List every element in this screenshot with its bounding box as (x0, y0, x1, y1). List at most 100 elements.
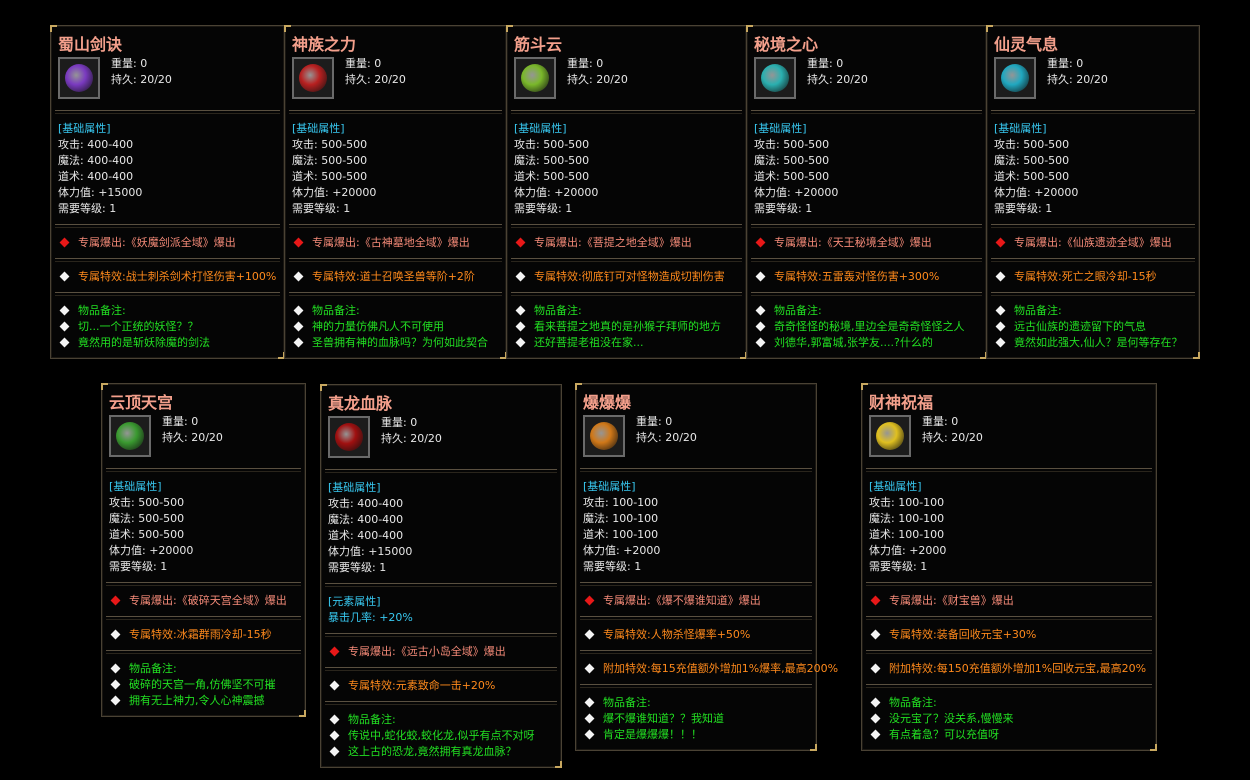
note-line: 还好菩提老祖没在家... (514, 335, 739, 351)
note-text: 奇奇怪怪的秘境,里边全是奇奇怪怪之人 (774, 320, 965, 333)
white-diamond-icon (293, 321, 304, 332)
stat-line: 体力值: +20000 (109, 544, 194, 557)
green-leaf-gem-icon[interactable] (109, 415, 151, 457)
extra-effect-text: 附加特效:每150充值额外增加1%回收元宝,最高20% (889, 662, 1147, 675)
item-notes: 物品备注: 没元宝了？没关系,慢慢来 有点着急？可以充值呀 (862, 688, 1156, 750)
weight-value: 0 (191, 415, 199, 428)
white-diamond-icon (59, 305, 70, 316)
divider (580, 684, 812, 688)
special-effect: 专属特效:装备回收元宝+30% (862, 620, 1156, 650)
white-diamond-icon (584, 697, 595, 708)
weight-line: 重量: 0 (922, 414, 983, 430)
stat-line: 攻击: 500-500 (292, 138, 368, 151)
weight-line: 重量: 0 (111, 56, 172, 72)
durability-label: 持久: (1047, 73, 1077, 86)
red-diamond-icon (870, 595, 881, 606)
weight-label: 重量: (381, 416, 411, 429)
special-effect: 专属特效:战士刺杀剑术打怪伤害+100% (51, 262, 284, 292)
divider (751, 258, 982, 262)
note-text: 还好菩提老祖没在家... (534, 336, 644, 349)
white-diamond-icon (755, 271, 766, 282)
drop-source: 专属爆出:《爆不爆谁知道》爆出 (576, 586, 816, 616)
base-attributes-label: [基础属性] (109, 480, 162, 493)
durability-line: 持久: 20/20 (345, 72, 406, 88)
note-text: 物品备注: (889, 696, 937, 709)
special-effect: 专属特效:元素致命一击+20% (321, 671, 561, 701)
base-attributes: [基础属性] 攻击: 500-500 魔法: 500-500 道术: 500-500… (102, 472, 305, 582)
orange-scroll-icon[interactable] (583, 415, 625, 457)
base-attributes-label: [基础属性] (994, 122, 1047, 135)
red-gold-medallion-icon[interactable] (292, 57, 334, 99)
drop-text: 专属爆出:《妖魔剑派全域》爆出 (78, 236, 236, 249)
purple-sword-icon[interactable] (58, 57, 100, 99)
white-diamond-icon (870, 713, 881, 724)
note-text: 拥有无上神力,令人心神震撼 (129, 694, 265, 707)
divider (289, 292, 502, 296)
note-text: 这上古的恐龙,竟然拥有真龙血脉？ (348, 745, 517, 758)
note-line: 圣兽拥有神的血脉吗？为何如此契合 (292, 335, 499, 351)
white-diamond-icon (870, 629, 881, 640)
note-line: 竟然如此强大,仙人？是何等存在？ (994, 335, 1192, 351)
stat-line: 道术: 500-500 (109, 528, 185, 541)
durability-value: 20/20 (140, 73, 172, 86)
durability-value: 20/20 (374, 73, 406, 86)
durability-label: 持久: (636, 431, 666, 444)
stat-line: 魔法: 500-500 (292, 154, 368, 167)
red-diamond-icon (755, 237, 766, 248)
note-line: 切...一个正统的妖怪？？ (58, 319, 277, 335)
durability-label: 持久: (345, 73, 375, 86)
effect-text: 专属特效:五雷轰对怪伤害+300% (774, 270, 940, 283)
weight-value: 0 (596, 57, 604, 70)
item-notes: 物品备注: 破碎的天宫一角,仿佛坚不可摧 拥有无上神力,令人心神震撼 (102, 654, 305, 716)
stat-line: 道术: 500-500 (292, 170, 368, 183)
durability-line: 持久: 20/20 (381, 431, 442, 447)
stat-line: 魔法: 500-500 (109, 512, 185, 525)
drop-source: 专属爆出:《古神墓地全域》爆出 (285, 228, 506, 258)
drop-text: 专属爆出:《远古小岛全域》爆出 (348, 645, 506, 658)
stat-line: 需要等级: 1 (754, 202, 813, 215)
cyan-swirl-gem-icon[interactable] (754, 57, 796, 99)
stat-line: 魔法: 100-100 (869, 512, 945, 525)
green-swirl-gem-icon[interactable] (514, 57, 556, 99)
note-line: 物品备注: (292, 303, 499, 319)
divider (289, 258, 502, 262)
item-title: 真龙血脉 (328, 394, 393, 413)
note-text: 竟然如此强大,仙人？是何等存在？ (1014, 336, 1183, 349)
divider (325, 701, 557, 705)
note-line: 物品备注: (109, 661, 298, 677)
divider (325, 583, 557, 587)
white-diamond-icon (515, 337, 526, 348)
note-text: 远古仙族的遗迹留下的气息 (1014, 320, 1146, 333)
cyan-cloud-gem-icon[interactable] (994, 57, 1036, 99)
durability-line: 持久: 20/20 (111, 72, 172, 88)
red-dragon-orb-icon[interactable] (328, 416, 370, 458)
white-diamond-icon (59, 271, 70, 282)
effect-text: 专属特效:死亡之眼冷却-15秒 (1014, 270, 1157, 283)
note-text: 物品备注: (78, 304, 126, 317)
divider (511, 258, 742, 262)
divider (866, 582, 1152, 586)
note-line: 破碎的天宫一角,仿佛坚不可摧 (109, 677, 298, 693)
stat-line: 攻击: 100-100 (583, 496, 659, 509)
stat-line: 体力值: +2000 (869, 544, 947, 557)
red-diamond-icon (515, 237, 526, 248)
gold-ingot-icon[interactable] (869, 415, 911, 457)
note-text: 传说中,蛇化蛟,蛟化龙,似乎有点不对呀 (348, 729, 535, 742)
stat-line: 道术: 100-100 (583, 528, 659, 541)
weight-line: 重量: 0 (1047, 56, 1108, 72)
item-title: 秘境之心 (754, 35, 819, 54)
note-line: 拥有无上神力,令人心神震撼 (109, 693, 298, 709)
note-line: 看来菩提之地真的是孙猴子拜师的地方 (514, 319, 739, 335)
base-attributes-label: [基础属性] (292, 122, 345, 135)
weight-line: 重量: 0 (636, 414, 697, 430)
stat-line: 需要等级: 1 (514, 202, 573, 215)
stat-line: 魔法: 500-500 (994, 154, 1070, 167)
drop-source: 专属爆出:《远古小岛全域》爆出 (321, 637, 561, 667)
white-diamond-icon (59, 337, 70, 348)
note-line: 物品备注: (754, 303, 979, 319)
note-line: 奇奇怪怪的秘境,里边全是奇奇怪怪之人 (754, 319, 979, 335)
drop-source: 专属爆出:《菩提之地全域》爆出 (507, 228, 746, 258)
divider (106, 582, 301, 586)
effect-text: 专属特效:冰霜群雨冷却-15秒 (129, 628, 272, 641)
weight-line: 重量: 0 (567, 56, 628, 72)
